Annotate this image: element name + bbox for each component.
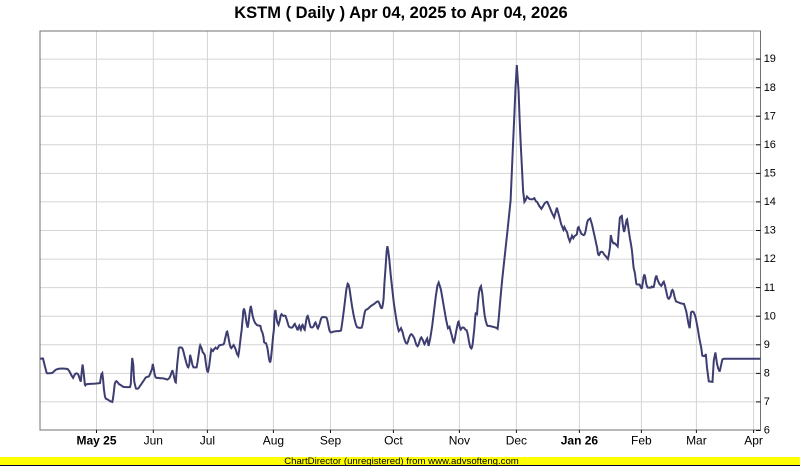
svg-text:18: 18 xyxy=(764,82,776,94)
svg-text:16: 16 xyxy=(764,139,776,151)
svg-text:10: 10 xyxy=(764,310,776,322)
svg-text:8: 8 xyxy=(764,368,770,380)
svg-text:Feb: Feb xyxy=(631,434,652,448)
svg-text:Jan 26: Jan 26 xyxy=(561,434,599,448)
svg-text:Mar: Mar xyxy=(686,434,707,448)
svg-text:11: 11 xyxy=(764,282,775,294)
svg-text:17: 17 xyxy=(764,110,776,122)
svg-text:9: 9 xyxy=(764,339,770,351)
svg-text:14: 14 xyxy=(764,196,776,208)
svg-text:Dec: Dec xyxy=(506,434,527,448)
svg-text:KSTM ( Daily ) Apr 04, 2025 to: KSTM ( Daily ) Apr 04, 2025 to Apr 04, 2… xyxy=(234,4,567,22)
svg-text:Aug: Aug xyxy=(263,434,284,448)
svg-text:7: 7 xyxy=(764,396,770,408)
svg-text:Oct: Oct xyxy=(384,434,403,448)
svg-text:13: 13 xyxy=(764,225,776,237)
svg-text:Sep: Sep xyxy=(320,434,342,448)
svg-text:Apr: Apr xyxy=(744,434,763,448)
svg-text:May 25: May 25 xyxy=(76,434,116,448)
svg-text:ChartDirector (unregistered) f: ChartDirector (unregistered) from www.ad… xyxy=(284,456,519,466)
svg-text:Nov: Nov xyxy=(449,434,470,448)
svg-text:19: 19 xyxy=(764,53,776,65)
svg-text:15: 15 xyxy=(764,168,776,180)
svg-text:6: 6 xyxy=(764,425,770,437)
svg-text:Jun: Jun xyxy=(144,434,163,448)
svg-text:12: 12 xyxy=(764,253,776,265)
svg-text:Jul: Jul xyxy=(200,434,215,448)
